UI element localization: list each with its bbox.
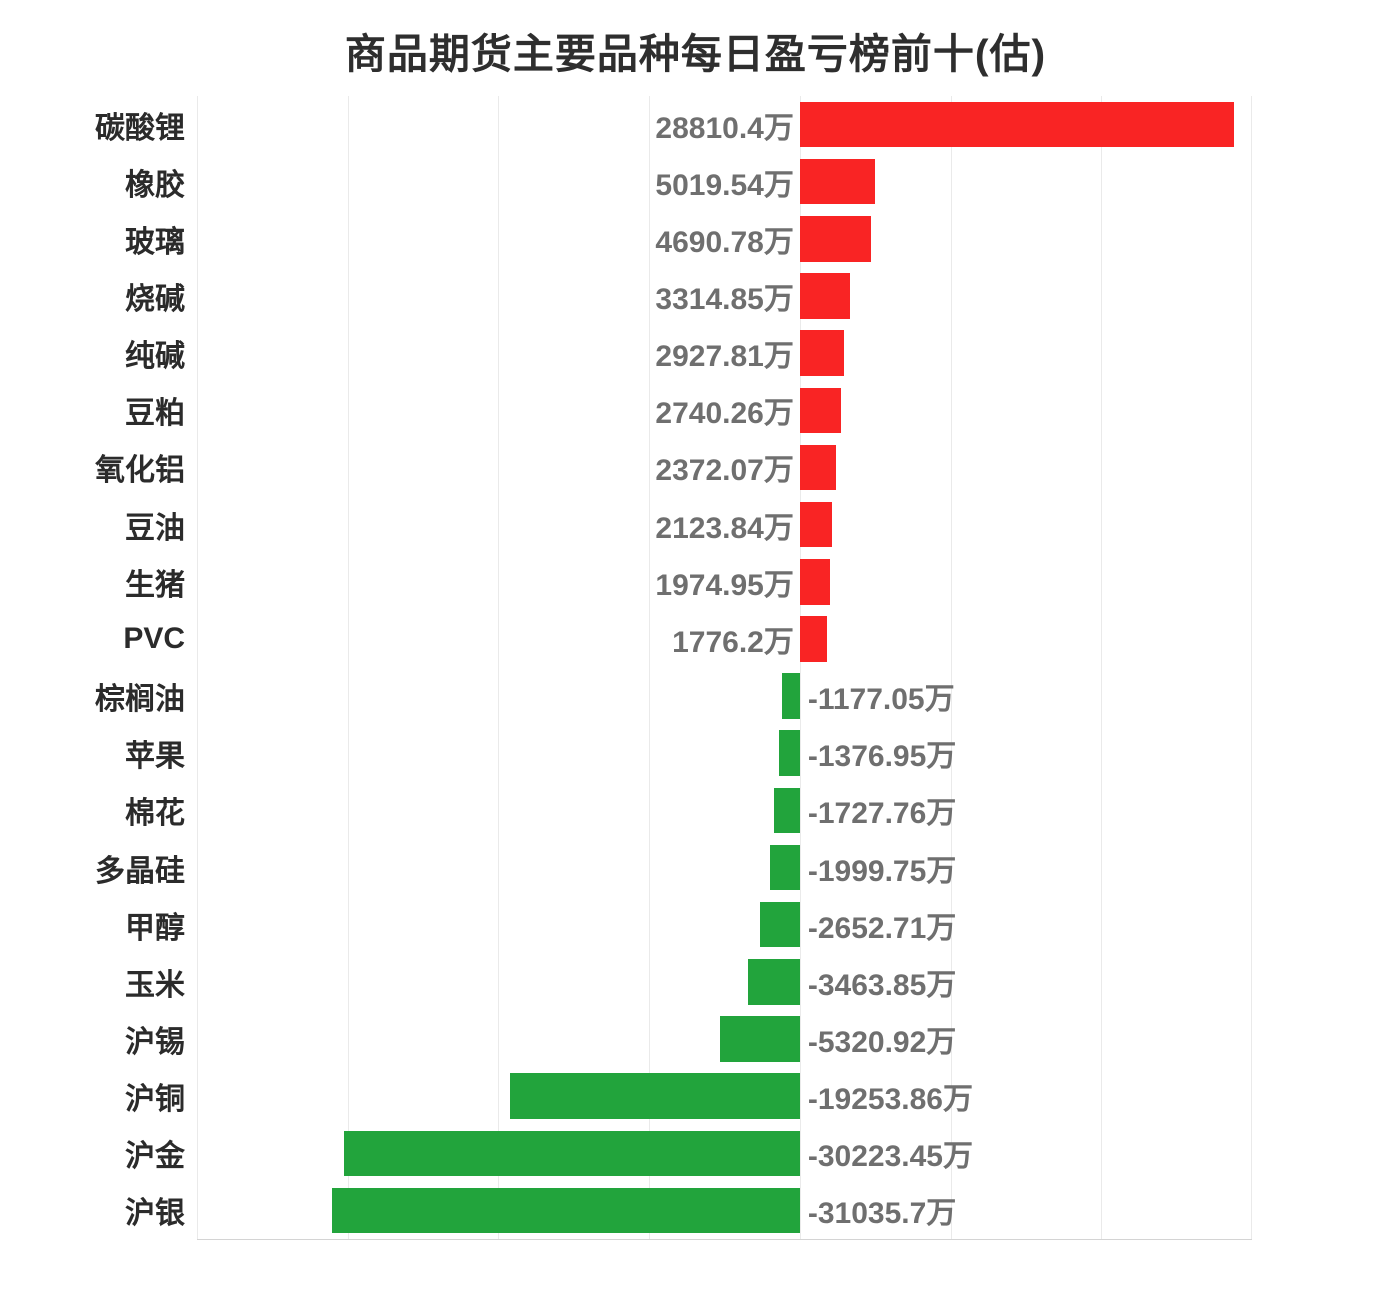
bar-positive[interactable] — [799, 273, 850, 319]
category-label: 豆油 — [125, 511, 185, 545]
bar-positive[interactable] — [799, 158, 876, 205]
value-label: -2652.71万 — [807, 911, 957, 945]
category-label: 苹果 — [125, 740, 185, 774]
category-label: 棉花 — [125, 797, 185, 831]
value-label: 1974.95万 — [655, 568, 794, 602]
category-label: 生猪 — [125, 568, 185, 602]
value-label: 2372.07万 — [655, 454, 794, 488]
bar-negative[interactable] — [332, 1187, 800, 1234]
category-label: 甲醇 — [125, 911, 185, 945]
category-axis: 碳酸锂橡胶玻璃烧碱纯碱豆粕氧化铝豆油生猪 PVC 棕榈油苹果棉花多晶硅甲醇玉米沪锡沪… — [0, 96, 185, 1239]
value-label: -1376.95万 — [807, 740, 957, 774]
category-label: 碳酸锂 — [95, 111, 185, 145]
gridline — [799, 96, 801, 1239]
gridline — [197, 96, 198, 1239]
bar-negative[interactable] — [719, 1016, 800, 1062]
gridline — [498, 96, 500, 1239]
value-label: 4690.78万 — [655, 225, 794, 259]
category-label: 纯碱 — [125, 340, 185, 374]
bar-negative[interactable] — [779, 730, 800, 776]
value-label: 2927.81万 — [655, 340, 794, 374]
value-label: -1177.05万 — [807, 683, 955, 717]
category-label: 沪金 — [125, 1140, 185, 1174]
bar-negative[interactable] — [782, 673, 800, 719]
bar-positive[interactable] — [799, 101, 1235, 148]
value-label: -5320.92万 — [807, 1025, 957, 1059]
value-label: 1776.2万 — [672, 625, 794, 659]
value-label: -1999.75万 — [807, 854, 957, 888]
bar-positive[interactable] — [799, 559, 830, 605]
category-label: 橡胶 — [125, 168, 185, 202]
bar-negative[interactable] — [759, 901, 800, 948]
bar-negative[interactable] — [769, 844, 800, 891]
value-label: 5019.54万 — [655, 168, 794, 202]
bar-negative[interactable] — [773, 787, 800, 834]
category-label: 沪银 — [125, 1197, 185, 1231]
category-label: 氧化铝 — [95, 454, 185, 488]
bar-negative[interactable] — [747, 959, 800, 1005]
category-label: 玉米 — [125, 968, 185, 1002]
value-label: -19253.86万 — [807, 1083, 973, 1117]
value-label: 28810.4万 — [655, 111, 794, 145]
category-label: 沪锡 — [125, 1025, 185, 1059]
value-label: -1727.76万 — [807, 797, 957, 831]
category-label: 玻璃 — [125, 225, 185, 259]
gridline — [950, 96, 952, 1239]
category-label: 沪铜 — [125, 1083, 185, 1117]
gridline — [347, 96, 349, 1239]
gridline — [1101, 96, 1103, 1239]
bar-negative[interactable] — [344, 1130, 800, 1177]
chart-title: 商品期货主要品种每日盈亏榜前十(估) — [344, 31, 1047, 77]
bar-positive[interactable] — [799, 216, 871, 262]
category-label: PVC — [123, 621, 185, 655]
category-label: 烧碱 — [125, 283, 185, 316]
category-label: 棕榈油 — [95, 683, 185, 717]
category-label: 多晶硅 — [95, 854, 185, 888]
bar-negative[interactable] — [509, 1073, 800, 1119]
bar-positive[interactable] — [799, 330, 844, 376]
value-label: -3463.85万 — [807, 968, 957, 1002]
bar-positive[interactable] — [799, 616, 827, 662]
value-label: 3314.85万 — [655, 283, 794, 317]
bar-positive[interactable] — [799, 444, 836, 491]
value-label: -30223.45万 — [807, 1140, 973, 1174]
value-label: 2123.84万 — [655, 511, 794, 545]
gridline — [649, 96, 651, 1239]
bar-positive[interactable] — [799, 501, 832, 548]
bar-positive[interactable] — [799, 387, 842, 434]
gridline — [1251, 96, 1252, 1239]
value-label: 2740.26万 — [655, 397, 794, 431]
value-label: -31035.7万 — [807, 1197, 957, 1231]
category-label: 豆粕 — [125, 397, 185, 431]
plot-area: 28810.4万 5019.54万 4690.78万 3314.85万 2927.81万… — [197, 96, 1252, 1240]
